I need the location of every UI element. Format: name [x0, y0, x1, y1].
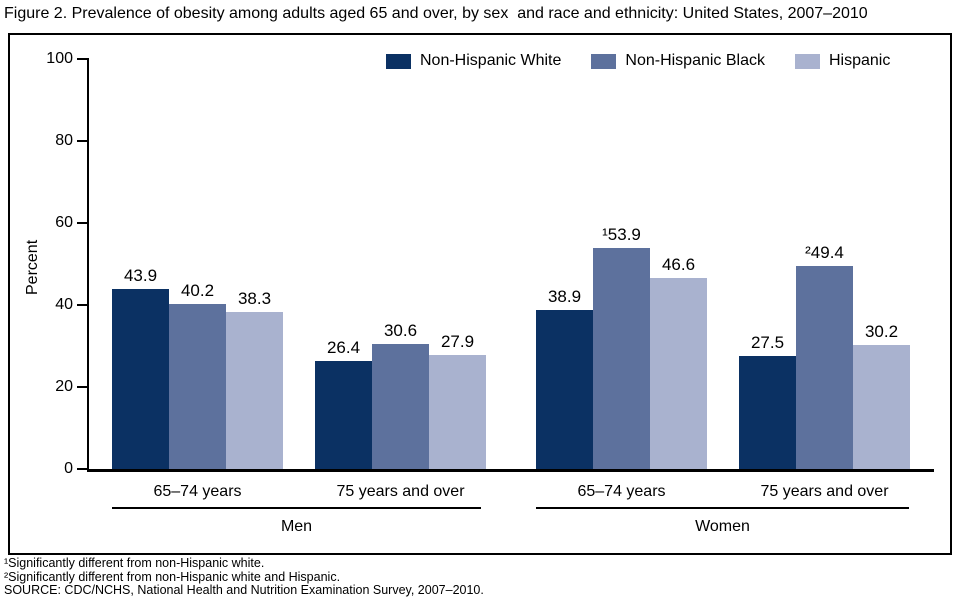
bar-non-hispanic-black — [796, 266, 853, 469]
y-axis-tick — [77, 468, 89, 470]
bar-value-label: 43.9 — [123, 266, 158, 285]
bar-value-label: 30.2 — [864, 322, 899, 341]
bar-hispanic — [650, 278, 707, 469]
legend-item-non-hispanic-white: Non-Hispanic White — [386, 52, 561, 70]
y-axis-tick-label: 100 — [46, 50, 73, 67]
y-axis-tick — [77, 304, 89, 306]
bar-value-label: 27.9 — [440, 332, 475, 351]
bar-non-hispanic-black — [169, 304, 226, 469]
sex-group-label: Women — [695, 518, 750, 535]
age-group-label: 75 years and over — [760, 483, 889, 500]
bar-value-label: 30.6 — [383, 321, 418, 340]
chart-legend: Non-Hispanic White Non-Hispanic Black Hi… — [386, 52, 890, 70]
chart-box: Non-Hispanic White Non-Hispanic Black Hi… — [8, 33, 952, 555]
age-group-label: 65–74 years — [153, 483, 242, 500]
bar-non-hispanic-white — [739, 356, 796, 469]
y-axis-tick-label: 80 — [55, 132, 73, 149]
bar-value-label: ¹53.9 — [602, 225, 641, 244]
legend-label-non-hispanic-black: Non-Hispanic Black — [625, 52, 765, 69]
bar-non-hispanic-white — [315, 361, 372, 469]
bar-non-hispanic-white — [112, 289, 169, 469]
legend-label-hispanic: Hispanic — [829, 52, 891, 69]
y-axis-tick-label: 0 — [64, 460, 73, 477]
bar-value-label: 38.3 — [237, 289, 272, 308]
bar-value-label: 40.2 — [180, 281, 215, 300]
legend-item-non-hispanic-black: Non-Hispanic Black — [591, 52, 765, 70]
bar-hispanic — [429, 355, 486, 469]
bar-hispanic — [853, 345, 910, 469]
legend-label-non-hispanic-white: Non-Hispanic White — [420, 52, 562, 69]
y-axis-tick-label: 20 — [55, 378, 73, 395]
bar-non-hispanic-white — [536, 310, 593, 469]
bar-value-label: 46.6 — [661, 255, 696, 274]
bar-value-label: ²49.4 — [805, 243, 844, 262]
age-group-label: 65–74 years — [577, 483, 666, 500]
y-axis-tick — [77, 222, 89, 224]
y-axis-tick-label: 40 — [55, 296, 73, 313]
y-axis-tick — [77, 140, 89, 142]
bar-non-hispanic-black — [372, 344, 429, 469]
legend-swatch-non-hispanic-black — [591, 53, 617, 69]
legend-swatch-non-hispanic-white — [386, 53, 411, 69]
sex-group-underline — [112, 507, 481, 509]
y-axis-tick — [77, 58, 89, 61]
legend-item-hispanic: Hispanic — [795, 52, 890, 70]
footnote-2: ²Significantly different from non-Hispan… — [4, 569, 341, 584]
y-axis-tick — [77, 386, 89, 388]
bar-hispanic — [226, 312, 283, 469]
sex-group-underline — [536, 507, 909, 509]
footnote-1: ¹Significantly different from non-Hispan… — [4, 556, 265, 570]
y-axis-tick-label: 60 — [55, 214, 73, 231]
figure-title: Figure 2. Prevalence of obesity among ad… — [4, 5, 868, 22]
bar-value-label: 26.4 — [326, 338, 361, 357]
bar-value-label: 27.5 — [750, 333, 785, 352]
age-group-label: 75 years and over — [336, 483, 465, 500]
footnotes: ¹Significantly different from non-Hispan… — [4, 556, 954, 598]
bar-non-hispanic-black — [593, 248, 650, 469]
legend-swatch-hispanic — [795, 53, 820, 69]
footnote-source: SOURCE: CDC/NCHS, National Health and Nu… — [4, 583, 484, 597]
bar-value-label: 38.9 — [547, 287, 582, 306]
plot-area: 0 20 40 60 80 100 43.9 26.4 38.9 27.5 40.2 30.6 ¹53.… — [46, 50, 934, 535]
sex-group-label: Men — [280, 518, 313, 535]
